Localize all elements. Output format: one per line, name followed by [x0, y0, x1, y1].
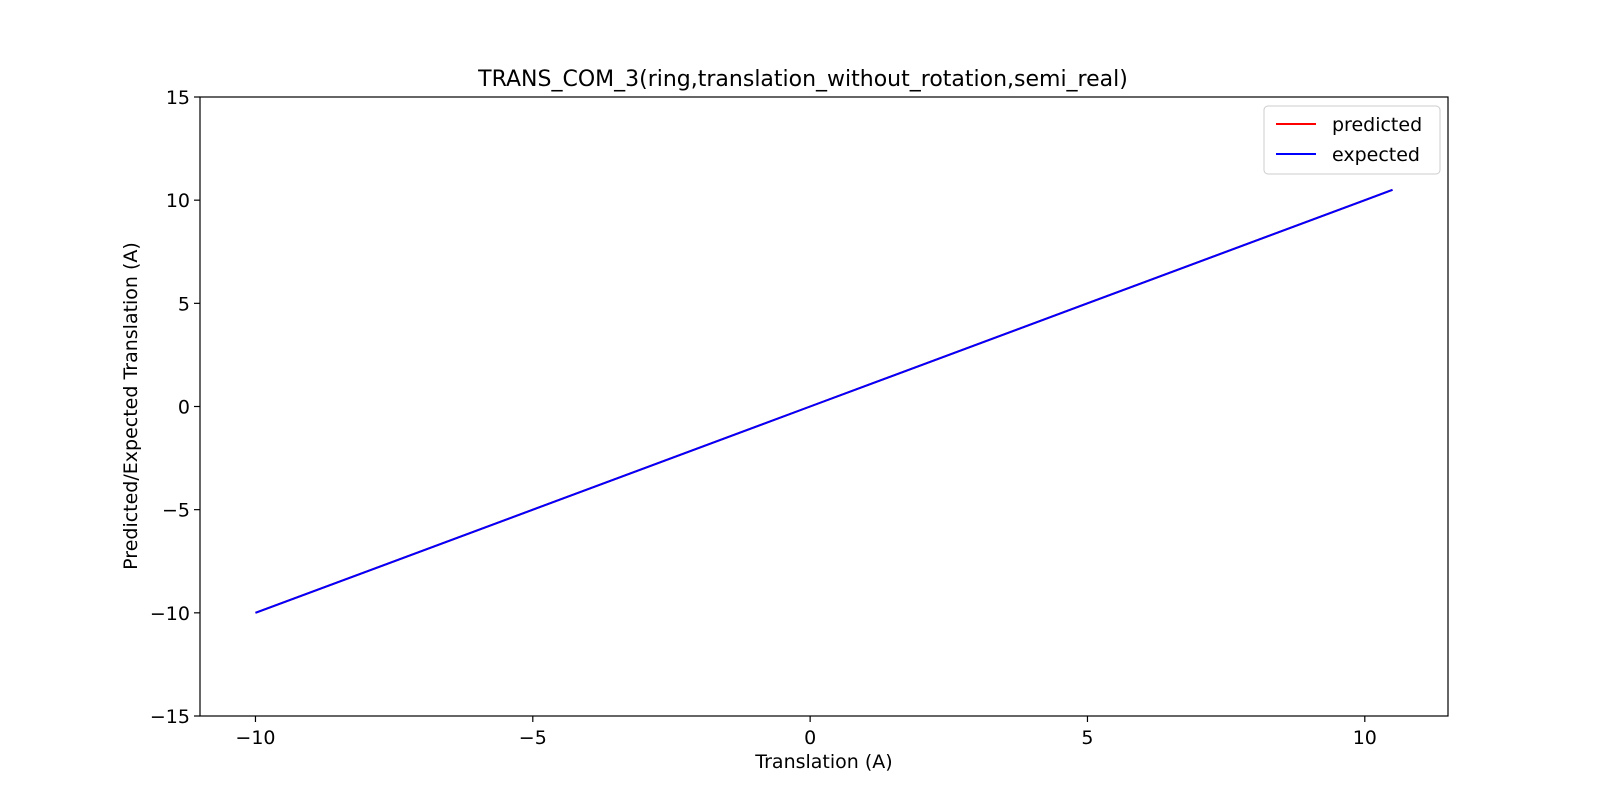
y-tick-label: 0 [178, 397, 190, 419]
x-axis-ticks: −10 −5 0 5 10 [235, 716, 1377, 749]
legend-label-predicted: predicted [1332, 114, 1422, 136]
legend-label-expected: expected [1332, 144, 1420, 166]
x-tick-label: −5 [519, 727, 547, 749]
y-tick-label: −5 [162, 500, 190, 522]
series-line-expected [255, 188, 1393, 614]
y-axis-label: Predicted/Expected Translation (A) [120, 242, 142, 570]
x-axis-label: Translation (A) [754, 751, 892, 773]
legend: predicted expected [1263, 105, 1441, 175]
y-tick-label: −15 [150, 706, 190, 728]
x-tick-label: 5 [1081, 727, 1093, 749]
series-lines [255, 188, 1393, 614]
x-tick-label: −10 [235, 727, 275, 749]
y-tick-label: 10 [166, 190, 190, 212]
chart-title: TRANS_COM_3(ring,translation_without_rot… [477, 67, 1128, 92]
x-tick-label: 10 [1353, 727, 1377, 749]
y-tick-label: −10 [150, 603, 190, 625]
plot-area: −10 −5 0 5 10 −15 −10 −5 0 5 10 15 [150, 87, 1449, 749]
y-tick-label: 5 [178, 293, 190, 315]
y-axis-ticks: −15 −10 −5 0 5 10 15 [150, 87, 200, 728]
y-tick-label: 15 [166, 87, 190, 109]
x-tick-label: 0 [804, 727, 816, 749]
